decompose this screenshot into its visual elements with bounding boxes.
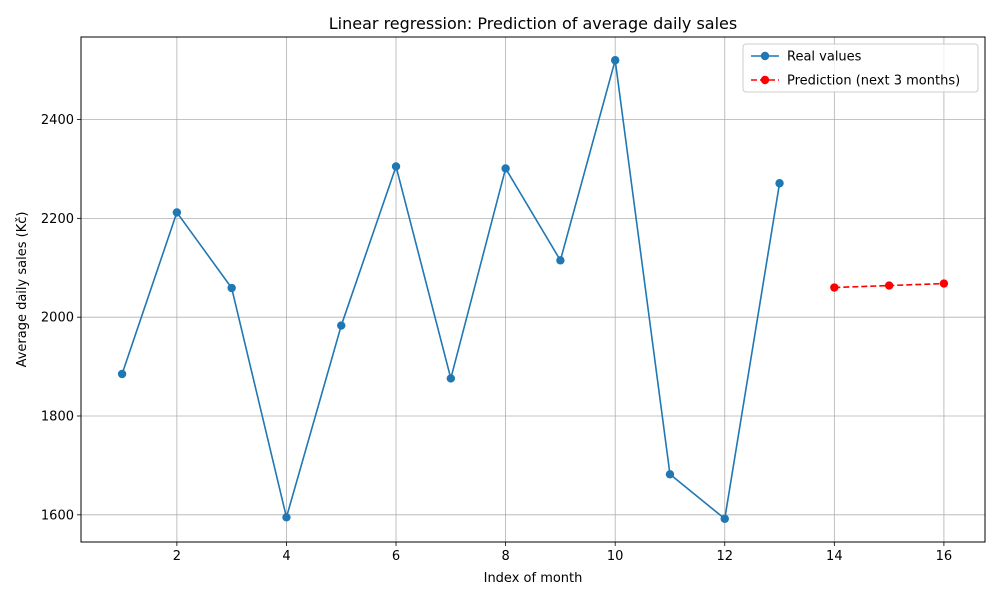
legend-marker-swatch (760, 75, 770, 85)
x-tick-label: 4 (282, 549, 290, 564)
data-point (117, 369, 127, 379)
data-point (884, 281, 894, 290)
series-layer (117, 56, 949, 523)
legend-entry-label: Real values (787, 50, 862, 65)
data-point (720, 514, 729, 523)
legend-box (742, 43, 979, 93)
y-tick-label: 2200 (41, 212, 74, 227)
x-axis-label: Index of month (484, 571, 583, 586)
data-point (939, 279, 949, 288)
data-point (446, 374, 456, 383)
data-point (227, 283, 236, 293)
y-tick-label: 2400 (41, 113, 74, 128)
data-point (665, 470, 675, 479)
legend: Real values Prediction (next 3 months) (742, 43, 979, 93)
legend-entry-label: Prediction (next 3 months) (787, 74, 960, 89)
y-axis-label: Average daily sales (Kč) (15, 212, 30, 368)
x-tick-label: 12 (716, 549, 733, 564)
x-tick-label: 14 (826, 549, 843, 564)
data-point (282, 513, 291, 522)
axis-ticks: 2 4 6 8 10 12 14 16 1600 1800 2000 2200 2400 (41, 113, 952, 564)
plot-area (81, 37, 985, 542)
legend-marker-swatch (760, 51, 770, 61)
x-tick-label: 6 (392, 549, 400, 564)
data-point (501, 164, 510, 173)
x-tick-label: 16 (936, 549, 953, 564)
y-tick-label: 1600 (41, 508, 74, 523)
x-tick-label: 8 (501, 549, 509, 564)
grid-lines (81, 37, 985, 542)
data-point (337, 321, 346, 330)
data-point (610, 56, 620, 65)
plot-frame (80, 36, 986, 543)
data-point (830, 283, 839, 292)
y-tick-label: 1800 (41, 409, 74, 424)
x-tick-label: 10 (607, 549, 624, 564)
data-point (172, 208, 182, 217)
x-tick-label: 2 (173, 549, 181, 564)
y-tick-label: 2000 (41, 311, 74, 326)
data-point (775, 179, 784, 188)
data-point (556, 256, 565, 265)
chart-title: Linear regression: Prediction of average… (329, 14, 737, 33)
data-point (391, 162, 401, 171)
